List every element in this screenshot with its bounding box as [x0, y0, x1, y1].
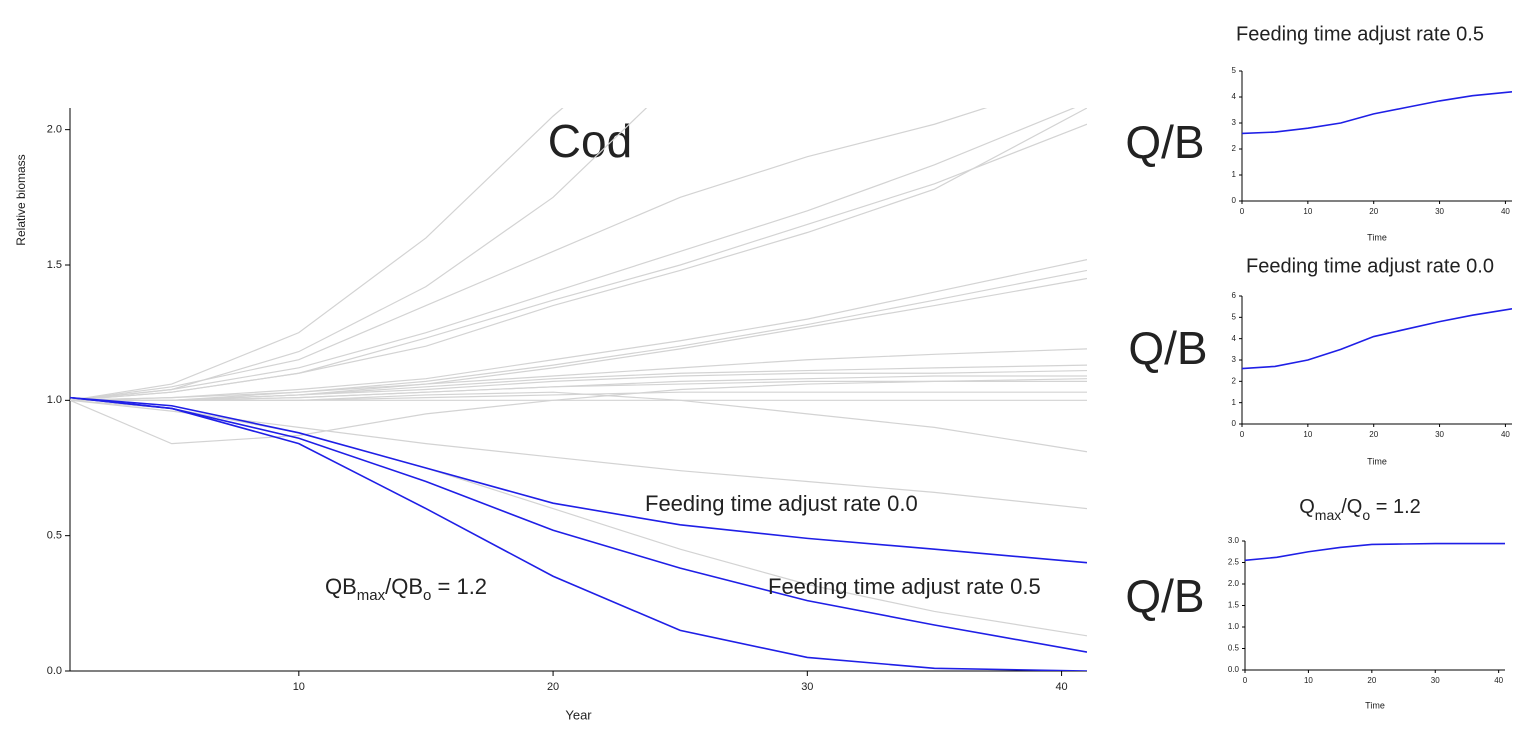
x-tick-label: 10	[1304, 676, 1313, 685]
x-tick-label: 20	[1367, 676, 1376, 685]
x-tick-label: 10	[1303, 207, 1312, 216]
x-tick-label: 10	[1303, 430, 1312, 439]
y-tick-label: 2.5	[1228, 558, 1240, 567]
text-part: o	[423, 587, 431, 604]
y-tick-label: 4	[1232, 334, 1237, 343]
y-axis-label: Q/B	[1128, 322, 1207, 374]
y-tick-label: 6	[1232, 291, 1237, 300]
y-tick-label: 0.0	[47, 665, 62, 677]
series-line	[70, 391, 1087, 453]
y-tick-label: 5	[1232, 312, 1237, 321]
y-axis-label: Q/B	[1125, 570, 1204, 622]
y-tick-label: 3.0	[1228, 536, 1240, 545]
y-axis-label: Q/B	[1125, 116, 1204, 168]
text-part: = 1.2	[431, 574, 487, 599]
y-tick-label: 1.0	[47, 394, 62, 406]
text-part: = 1.2	[1370, 496, 1421, 518]
x-axis-label: Year	[565, 707, 592, 722]
text-part: max	[1315, 507, 1341, 523]
x-tick-label: 0	[1243, 676, 1248, 685]
x-tick-label: 40	[1494, 676, 1503, 685]
y-tick-label: 0	[1232, 419, 1237, 428]
series-line	[70, 108, 988, 401]
text-part: o	[1362, 507, 1370, 523]
series-line	[70, 348, 1087, 401]
y-tick-label: 3	[1232, 118, 1237, 127]
y-tick-label: 2	[1232, 376, 1237, 385]
y-tick-label: 0.0	[1228, 665, 1240, 674]
x-tick-label: 40	[1501, 430, 1510, 439]
chart: 0.0 0.5 1.0 1.5 2.0 10 20 30 40 Year Relative biom…	[14, 108, 1087, 722]
y-tick-label: 1.5	[1228, 601, 1240, 610]
y-tick-label: 3	[1232, 355, 1237, 364]
y-tick-label: 1	[1232, 170, 1237, 179]
text-part: /Q	[1341, 496, 1362, 518]
chart-title: Qmax/Qo = 1.2	[1299, 496, 1421, 522]
x-tick-label: 10	[293, 681, 305, 693]
series-line	[1242, 91, 1512, 135]
y-tick-label: 2	[1232, 144, 1237, 153]
y-tick-label: 5	[1232, 66, 1237, 75]
x-axis-label: Time	[1367, 456, 1387, 466]
y-axis-label: Relative biomass	[14, 154, 28, 245]
series-line	[1245, 542, 1505, 562]
annotation: QBmax/QBo = 1.2	[325, 574, 487, 605]
y-tick-label: 2.0	[1228, 579, 1240, 588]
series-line	[70, 108, 1076, 401]
series-line	[70, 396, 1087, 564]
series-line	[70, 108, 648, 401]
series-line	[70, 396, 1087, 671]
x-tick-label: 30	[1435, 430, 1444, 439]
series-line	[70, 399, 1087, 637]
annotation: Feeding time adjust rate 0.0	[645, 491, 918, 516]
series-line	[70, 258, 1087, 401]
x-tick-label: 30	[1435, 207, 1444, 216]
y-tick-label: 1.0	[1228, 622, 1240, 631]
series-line	[1242, 308, 1512, 370]
chart-title: Cod	[548, 115, 632, 167]
x-tick-label: 30	[801, 681, 813, 693]
text-part: /QB	[385, 574, 423, 599]
text-part: QB	[325, 574, 357, 599]
series-line	[70, 108, 1087, 401]
x-tick-label: 40	[1501, 207, 1510, 216]
series-line	[70, 108, 564, 401]
x-tick-label: 0	[1240, 430, 1245, 439]
chart: 0 1 2 3 4 5 6 0 10 20 30 40 Time Q/B Feeding time adju…	[1128, 255, 1512, 466]
series-line	[70, 369, 1087, 401]
y-tick-label: 0	[1232, 196, 1237, 205]
chart: 0 1 2 3 4 5 0 10 20 30 40 Time Q/B Feeding time adjus…	[1125, 23, 1512, 242]
series-line	[70, 380, 1087, 401]
y-tick-label: 0.5	[1228, 644, 1240, 653]
x-tick-label: 40	[1055, 681, 1067, 693]
annotation: Feeding time adjust rate 0.5	[768, 574, 1041, 599]
chart: 0.0 0.5 1.0 1.5 2.0 2.5 3.0 0 10 20 30 40 Time Q/B	[1125, 536, 1505, 710]
x-tick-label: 20	[547, 681, 559, 693]
series-line	[70, 277, 1087, 401]
x-tick-label: 20	[1369, 430, 1378, 439]
series-line	[70, 396, 1087, 653]
chart-title: Feeding time adjust rate 0.5	[1236, 23, 1484, 45]
x-tick-label: 20	[1369, 207, 1378, 216]
text-part: Q	[1299, 496, 1315, 518]
text-part: max	[357, 587, 386, 604]
x-axis-label: Time	[1365, 700, 1385, 710]
chart-title: Feeding time adjust rate 0.0	[1246, 255, 1494, 277]
y-tick-label: 1	[1232, 398, 1237, 407]
x-axis-label: Time	[1367, 232, 1387, 242]
y-tick-label: 1.5	[47, 259, 62, 271]
series-line	[70, 378, 1087, 445]
y-tick-label: 4	[1232, 92, 1237, 101]
x-tick-label: 30	[1431, 676, 1440, 685]
series-line	[70, 269, 1087, 401]
y-tick-label: 2.0	[47, 124, 62, 136]
x-tick-label: 0	[1240, 207, 1245, 216]
y-tick-label: 0.5	[47, 530, 62, 542]
